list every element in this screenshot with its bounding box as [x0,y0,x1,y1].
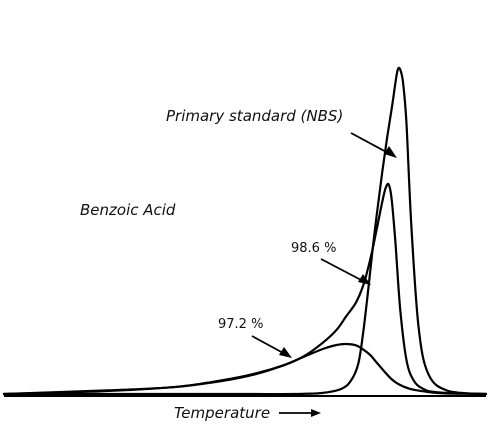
arrowhead-primary-standard [384,146,397,158]
x-axis-arrowhead [311,409,321,417]
arrowhead-97-2 [279,347,292,358]
arrowhead-98-6 [358,274,371,285]
curve-97-2 [2,342,488,396]
annotation-primary-standard: Primary standard (NBS) [166,107,343,125]
annotation-98-6: 98.6 % [291,241,336,256]
curve-98-6 [2,182,488,396]
curves-layer [2,66,488,396]
arrow-98-6 [320,258,364,282]
annotation-sample: Benzoic Acid [80,201,176,219]
arrow-97-2 [251,335,286,355]
arrow-primary-standard [350,132,391,155]
curve-primary-standard [2,66,488,396]
annotation-97-2: 97.2 % [218,317,263,332]
x-axis-label: Temperature [174,404,270,422]
